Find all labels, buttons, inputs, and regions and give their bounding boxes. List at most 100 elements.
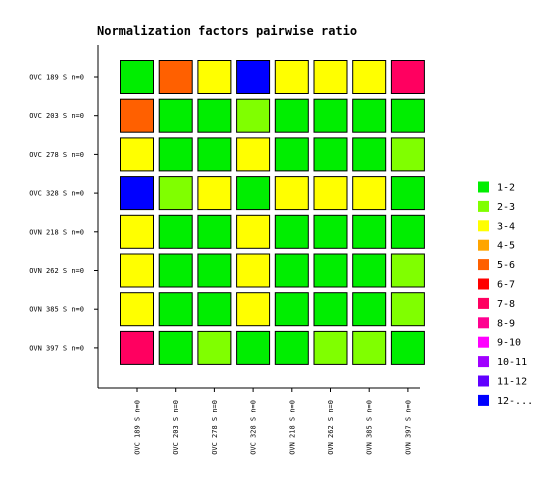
heatmap-cell [274, 292, 309, 327]
heatmap-cell [313, 176, 348, 211]
heatmap-cell [390, 60, 425, 94]
legend-swatch [478, 278, 489, 290]
row-label: OVN 262 S n=0 [29, 267, 84, 275]
heatmap-cell [158, 60, 193, 94]
heatmap-cell [120, 137, 154, 172]
column-label: OVN 262 S n=0 [327, 400, 335, 455]
heatmap-cell [352, 214, 387, 249]
heatmap-cell [274, 330, 309, 365]
heatmap-cell [313, 330, 348, 365]
legend-swatch [478, 317, 489, 329]
heatmap-cell [313, 60, 348, 94]
column-label: OVC 203 S n=0 [172, 400, 180, 455]
heatmap-cell [236, 253, 271, 288]
heatmap-cell [197, 330, 232, 365]
heatmap-cell [390, 214, 425, 249]
column-label: OVN 218 S n=0 [288, 400, 296, 455]
row-label: OVC 189 S n=0 [29, 74, 84, 82]
heatmap-cell [313, 214, 348, 249]
legend-label: 9-10 [497, 338, 521, 349]
heatmap-cell [274, 60, 309, 94]
row-label: OVN 218 S n=0 [29, 228, 84, 236]
heatmap-cell [197, 60, 232, 94]
heatmap-cell [274, 253, 309, 288]
legend-label: 5-6 [497, 260, 515, 271]
heatmap-cell [158, 292, 193, 327]
heatmap-cell [390, 98, 425, 133]
legend-swatch [478, 181, 489, 193]
heatmap-cell [158, 253, 193, 288]
heatmap-cell [390, 292, 425, 327]
column-label: OVN 385 S n=0 [366, 400, 374, 455]
heatmap-cell [313, 292, 348, 327]
row-label: OVN 397 S n=0 [29, 344, 84, 352]
legend-label: 1-2 [497, 183, 515, 194]
legend-swatch [478, 394, 489, 406]
row-label: OVC 328 S n=0 [29, 190, 84, 198]
legend-label: 6-7 [497, 280, 515, 291]
heatmap-cell [158, 137, 193, 172]
legend-swatch [478, 239, 489, 251]
heatmap-cell [236, 60, 271, 94]
heatmap-cell [158, 330, 193, 365]
legend-label: 10-11 [497, 357, 527, 368]
row-label: OVC 278 S n=0 [29, 151, 84, 159]
legend-label: 2-3 [497, 202, 515, 213]
heatmap-cell [120, 214, 154, 249]
heatmap-cell [236, 330, 271, 365]
heatmap-cell [236, 214, 271, 249]
row-label: OVN 385 S n=0 [29, 306, 84, 314]
heatmap-cell [352, 98, 387, 133]
heatmap-cell [120, 330, 154, 365]
heatmap-cell [352, 60, 387, 94]
heatmap-cell [120, 176, 154, 211]
heatmap-cell [120, 253, 154, 288]
legend-label: 11-12 [497, 377, 527, 388]
legend-swatch [478, 259, 489, 271]
heatmap-cell [158, 176, 193, 211]
heatmap-cell [120, 98, 154, 133]
heatmap-cell [352, 292, 387, 327]
column-label: OVC 328 S n=0 [250, 400, 258, 455]
legend-label: 3-4 [497, 221, 515, 232]
heatmap-cell [313, 253, 348, 288]
heatmap-cell [274, 214, 309, 249]
legend-swatch [478, 297, 489, 309]
legend-swatch [478, 220, 489, 232]
heatmap-cell [390, 330, 425, 365]
heatmap-cell [158, 214, 193, 249]
heatmap-cell [390, 137, 425, 172]
row-label: OVC 203 S n=0 [29, 112, 84, 120]
legend-swatch [478, 200, 489, 212]
heatmap-cell [236, 176, 271, 211]
legend-label: 12-... [497, 396, 533, 407]
column-label: OVC 278 S n=0 [211, 400, 219, 455]
heatmap-cell [197, 253, 232, 288]
heatmap-cell [352, 176, 387, 211]
legend-swatch [478, 336, 489, 348]
legend-swatch [478, 375, 489, 387]
heatmap-cell [274, 98, 309, 133]
heatmap-cell [197, 214, 232, 249]
legend-label: 8-9 [497, 318, 515, 329]
legend-label: 7-8 [497, 299, 515, 310]
legend-swatch [478, 356, 489, 368]
heatmap-cell [313, 98, 348, 133]
heatmap-cell [120, 60, 154, 94]
heatmap-cell [274, 176, 309, 211]
heatmap-cell [390, 253, 425, 288]
heatmap-cell [158, 98, 193, 133]
column-label: OVN 397 S n=0 [404, 400, 412, 455]
heatmap-cell [352, 137, 387, 172]
heatmap-cell [390, 176, 425, 211]
heatmap-cell [197, 98, 232, 133]
heatmap-cell [236, 137, 271, 172]
heatmap-cell [236, 98, 271, 133]
heatmap-cell [352, 330, 387, 365]
heatmap-cell [352, 253, 387, 288]
heatmap-cell [313, 137, 348, 172]
legend-label: 4-5 [497, 241, 515, 252]
heatmap-cell [120, 292, 154, 327]
column-label: OVC 189 S n=0 [134, 400, 142, 455]
